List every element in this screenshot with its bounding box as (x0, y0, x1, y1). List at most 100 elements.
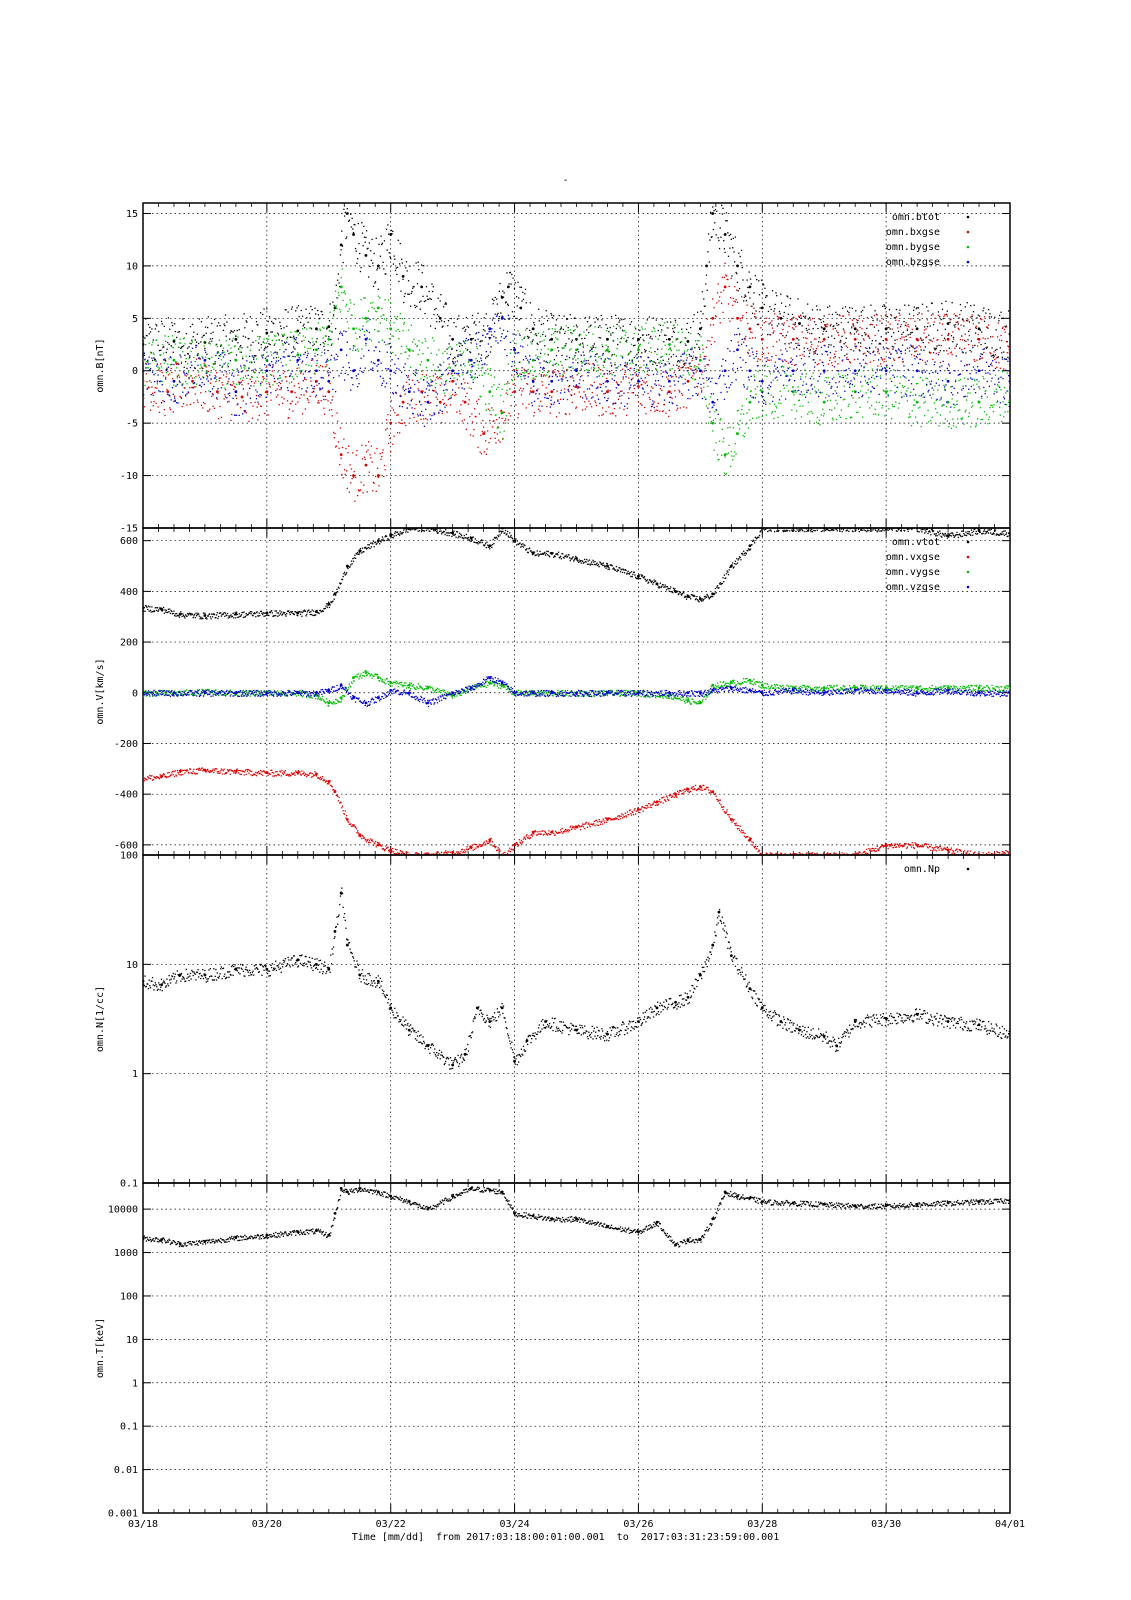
data-point (364, 671, 368, 674)
data-point (748, 327, 752, 331)
data-point (760, 1006, 764, 1010)
data-point (407, 683, 411, 687)
data-point (550, 379, 554, 383)
series-omn-bxgse (143, 262, 1010, 502)
data-point (606, 564, 609, 568)
data-point (1008, 332, 1010, 336)
data-point (376, 264, 380, 268)
data-point (401, 274, 405, 278)
data-point (723, 233, 727, 236)
data-point (915, 400, 919, 404)
data-point (438, 400, 442, 404)
y-tick-label: -10 (120, 471, 138, 482)
data-point (705, 264, 708, 268)
y-tick-label: 0 (132, 688, 138, 699)
data-point (531, 327, 535, 331)
panel-1: 15 10 5 0 -5 -10 -15 omn.B[nT] omn.btot omn.bxgse… (95, 202, 1011, 535)
data-point (977, 337, 981, 341)
data-point (315, 962, 318, 966)
data-point (667, 337, 671, 341)
plot-title: - (562, 175, 569, 186)
y-tick-label: 10 (126, 261, 138, 272)
data-point (296, 329, 300, 333)
data-point (946, 337, 950, 341)
data-point (822, 369, 826, 373)
data-point (482, 432, 486, 436)
panel-frame (142, 1182, 1011, 1514)
data-point (469, 337, 473, 341)
data-point (513, 348, 516, 352)
data-point (451, 531, 455, 535)
data-point (376, 306, 380, 310)
y-tick-label: -400 (114, 790, 138, 801)
data-point (488, 390, 492, 394)
data-point (550, 337, 554, 341)
data-point (698, 358, 702, 362)
data-point (915, 369, 919, 373)
y-tick-label: 1000 (114, 1248, 138, 1259)
data-point (234, 337, 238, 341)
legend-label: omn.Np (904, 864, 940, 875)
x-tick-label: 03/26 (623, 1519, 653, 1530)
data-point (531, 379, 535, 383)
data-point (513, 1059, 516, 1063)
data-point (339, 348, 343, 352)
y-tick-label: 100 (120, 851, 138, 862)
x-tick-label: 03/28 (747, 1519, 777, 1530)
y-tick-label: 0.001 (108, 1509, 138, 1520)
data-point (760, 379, 764, 383)
data-point (686, 379, 690, 383)
data-point (469, 358, 473, 362)
series-data (143, 1186, 1010, 1248)
data-point (172, 339, 176, 343)
data-point (364, 463, 368, 467)
data-point (606, 390, 609, 394)
data-point (946, 379, 950, 383)
data-point (407, 1028, 411, 1032)
y-tick-label: 10 (126, 960, 138, 971)
data-point (296, 353, 300, 357)
data-point (327, 390, 331, 394)
data-point (339, 453, 343, 457)
data-point (531, 390, 535, 394)
data-point (946, 322, 950, 325)
data-point (376, 358, 380, 362)
panel-frame (142, 854, 1011, 1184)
legend-label: omn.bxgse (886, 227, 940, 238)
series-omn-btot (143, 203, 1010, 370)
legend-label: omn.btot (892, 212, 940, 223)
data-point (791, 337, 795, 341)
data-point (506, 285, 510, 289)
x-axis-label: Time [mm/dd] from 2017:03:18:00:01:00.00… (351, 1532, 780, 1543)
data-point (606, 337, 609, 341)
data-point (1008, 379, 1010, 383)
data-point (389, 327, 393, 331)
y-tick-label: 0.1 (120, 1179, 138, 1190)
data-point (327, 379, 331, 383)
data-point (234, 358, 238, 362)
data-point (451, 369, 455, 373)
data-point (822, 337, 826, 341)
data-point (853, 1020, 857, 1023)
data-point (339, 285, 343, 289)
data-point (315, 369, 318, 373)
data-point (143, 358, 145, 362)
series-omn-bzgse (143, 303, 1010, 427)
data-point (791, 390, 795, 394)
data-point (723, 453, 727, 457)
data-point (637, 348, 640, 352)
data-point (760, 683, 764, 687)
data-point (364, 316, 368, 320)
data-point (143, 369, 145, 373)
legend-marker (966, 570, 970, 574)
data-point (884, 1017, 888, 1020)
panel-4: 10000 1000 100 10 1 0.1 0.01 0.001 omn.T[keV] (95, 1182, 1011, 1520)
legend-label: omn.bzgse (886, 257, 940, 268)
x-tick-label: 03/22 (376, 1519, 406, 1530)
legend-label: omn.vtot (892, 537, 940, 548)
data-point (352, 474, 355, 477)
y-tick-label: 0.01 (114, 1465, 138, 1476)
data-point (1008, 531, 1010, 535)
data-point (376, 979, 380, 983)
